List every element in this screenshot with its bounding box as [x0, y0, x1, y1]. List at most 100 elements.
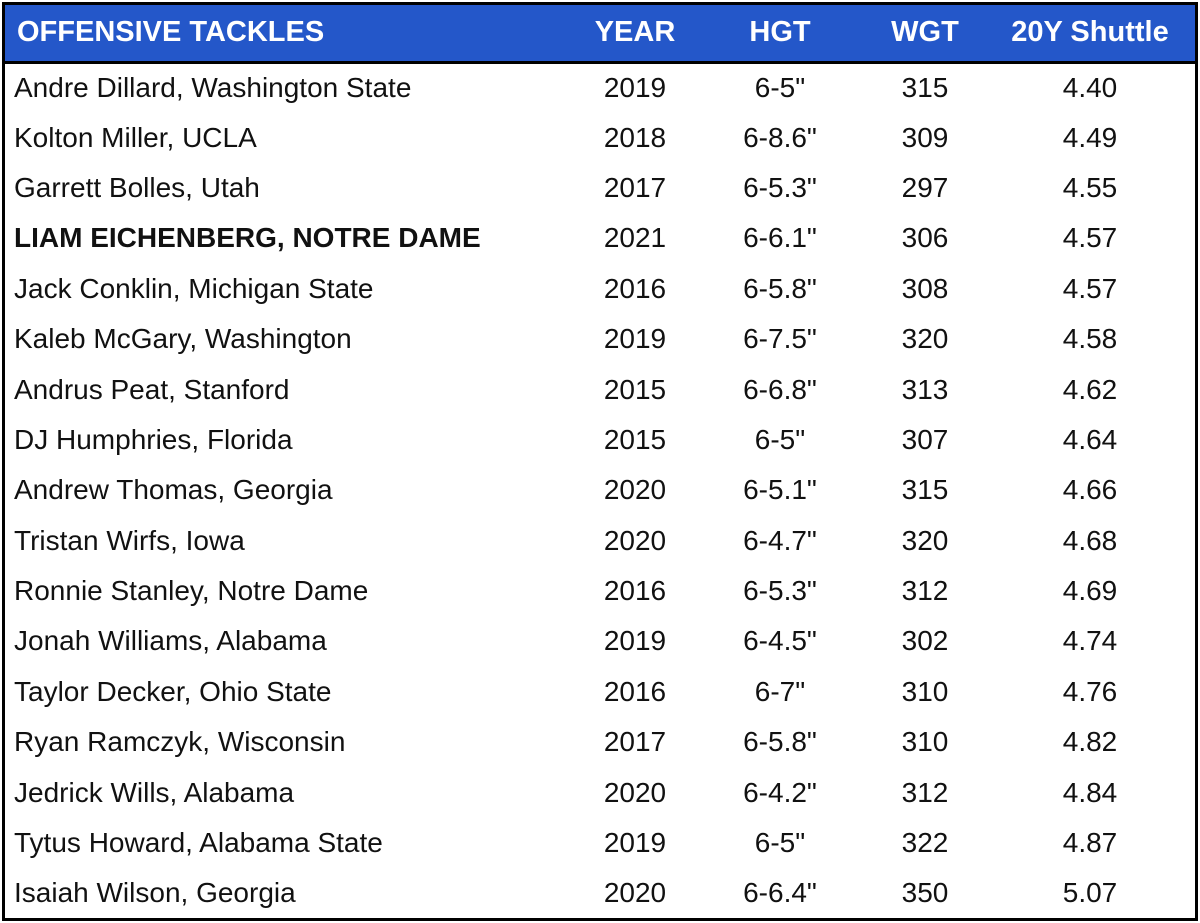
height-cell: 6-6.4"	[743, 877, 817, 909]
offensive-tackles-table: OFFENSIVE TACKLES YEAR HGT WGT 20Y Shutt…	[5, 5, 1195, 919]
table-row: Taylor Decker, Ohio State 2016 6-7" 310 4.76	[5, 667, 1195, 717]
table-row: DJ Humphries, Florida 2015 6-5" 307 4.64	[5, 415, 1195, 465]
shuttle-time-cell: 5.07	[1062, 877, 1118, 909]
table-row: Isaiah Wilson, Georgia 2020 6-6.4" 350 5.07	[5, 868, 1195, 918]
weight-cell: 297	[901, 171, 949, 203]
player-name-cell: Taylor Decker, Ohio State	[14, 675, 332, 707]
weight-cell: 350	[901, 877, 949, 909]
header-height: HGT	[695, 5, 865, 64]
shuttle-time-cell: 4.84	[1062, 776, 1118, 808]
table-row: Kaleb McGary, Washington 2019 6-7.5" 320 4.5…	[5, 314, 1195, 364]
year-cell: 2017	[603, 171, 667, 203]
shuttle-time-cell: 4.55	[1062, 171, 1118, 203]
table-row: Andrew Thomas, Georgia 2020 6-5.1" 315 4.66	[5, 465, 1195, 515]
height-cell: 6-5.8"	[743, 726, 817, 758]
year-cell: 2016	[603, 675, 667, 707]
weight-cell: 315	[901, 474, 949, 506]
year-cell: 2016	[603, 575, 667, 607]
height-cell: 6-5.8"	[743, 272, 817, 304]
year-cell: 2018	[603, 121, 667, 153]
player-name-cell: Andre Dillard, Washington State	[14, 71, 412, 103]
player-name-cell: Isaiah Wilson, Georgia	[14, 877, 296, 909]
shuttle-time-cell: 4.40	[1062, 71, 1118, 103]
height-cell: 6-5"	[754, 423, 806, 455]
year-cell: 2019	[603, 323, 667, 355]
header-shuttle: 20Y Shuttle	[985, 5, 1195, 64]
table-row: Tristan Wirfs, Iowa 2020 6-4.7" 320 4.68	[5, 516, 1195, 566]
shuttle-time-cell: 4.64	[1062, 423, 1118, 455]
weight-cell: 309	[901, 121, 949, 153]
shuttle-time-cell: 4.68	[1062, 524, 1118, 556]
year-cell: 2019	[603, 827, 667, 859]
weight-cell: 307	[901, 423, 949, 455]
table-row: Tytus Howard, Alabama State 2019 6-5" 322 4.…	[5, 818, 1195, 868]
player-name-cell: Kolton Miller, UCLA	[14, 121, 257, 153]
weight-cell: 308	[901, 272, 949, 304]
height-cell: 6-4.2"	[743, 776, 817, 808]
height-cell: 6-5"	[754, 827, 806, 859]
weight-cell: 320	[901, 524, 949, 556]
table-row: Andrus Peat, Stanford 2015 6-6.8" 313 4.62	[5, 364, 1195, 414]
player-name-cell: Andrus Peat, Stanford	[14, 373, 290, 405]
player-name-cell: Garrett Bolles, Utah	[14, 171, 260, 203]
year-cell: 2015	[603, 423, 667, 455]
table-row: Garrett Bolles, Utah 2017 6-5.3" 297 4.55	[5, 163, 1195, 213]
shuttle-time-cell: 4.74	[1062, 625, 1118, 657]
player-name-cell: Ryan Ramczyk, Wisconsin	[14, 726, 346, 758]
player-name-cell: LIAM EICHENBERG, NOTRE DAME	[14, 222, 481, 254]
weight-cell: 312	[901, 575, 949, 607]
table-row: Jack Conklin, Michigan State 2016 6-5.8" 30…	[5, 264, 1195, 314]
player-name-cell: Kaleb McGary, Washington	[14, 323, 352, 355]
weight-cell: 302	[901, 625, 949, 657]
year-cell: 2020	[603, 524, 667, 556]
height-cell: 6-7"	[754, 675, 806, 707]
player-name-cell: Jedrick Wills, Alabama	[14, 776, 295, 808]
weight-cell: 310	[901, 726, 949, 758]
shuttle-time-cell: 4.69	[1062, 575, 1118, 607]
weight-cell: 322	[901, 827, 949, 859]
year-cell: 2016	[603, 272, 667, 304]
year-cell: 2021	[603, 222, 667, 254]
year-cell: 2019	[603, 625, 667, 657]
shuttle-time-cell: 4.82	[1062, 726, 1118, 758]
height-cell: 6-5"	[754, 71, 806, 103]
header-year: YEAR	[575, 5, 695, 64]
shuttle-time-cell: 4.57	[1062, 222, 1118, 254]
year-cell: 2020	[603, 776, 667, 808]
year-cell: 2017	[603, 726, 667, 758]
player-name-cell: Andrew Thomas, Georgia	[14, 474, 333, 506]
weight-cell: 306	[901, 222, 949, 254]
shuttle-time-cell: 4.87	[1062, 827, 1118, 859]
height-cell: 6-8.6"	[743, 121, 817, 153]
player-name-cell: Tristan Wirfs, Iowa	[14, 524, 245, 556]
year-cell: 2019	[603, 71, 667, 103]
player-name-cell: Tytus Howard, Alabama State	[14, 827, 383, 859]
shuttle-time-cell: 4.76	[1062, 675, 1118, 707]
table-row: Ronnie Stanley, Notre Dame 2016 6-5.3" 312 4…	[5, 566, 1195, 616]
table-row: LIAM EICHENBERG, NOTRE DAME 2021 6-6.1" 306…	[5, 213, 1195, 263]
shuttle-time-cell: 4.49	[1062, 121, 1118, 153]
height-cell: 6-5.1"	[743, 474, 817, 506]
header-position: OFFENSIVE TACKLES	[5, 5, 575, 64]
height-cell: 6-4.7"	[743, 524, 817, 556]
table-row: Kolton Miller, UCLA 2018 6-8.6" 309 4.49	[5, 112, 1195, 162]
height-cell: 6-7.5"	[743, 323, 817, 355]
height-cell: 6-5.3"	[743, 575, 817, 607]
year-cell: 2015	[603, 373, 667, 405]
year-cell: 2020	[603, 877, 667, 909]
table-row: Andre Dillard, Washington State 2019 6-5" 3…	[5, 62, 1195, 112]
player-name-cell: Jack Conklin, Michigan State	[14, 272, 374, 304]
weight-cell: 315	[901, 71, 949, 103]
table-body: Andre Dillard, Washington State 2019 6-5" 3…	[5, 62, 1195, 919]
weight-cell: 313	[901, 373, 949, 405]
shuttle-time-cell: 4.62	[1062, 373, 1118, 405]
height-cell: 6-5.3"	[743, 171, 817, 203]
table-row: Ryan Ramczyk, Wisconsin 2017 6-5.8" 310 4.82	[5, 717, 1195, 767]
shuttle-time-cell: 4.58	[1062, 323, 1118, 355]
table-row: Jonah Williams, Alabama 2019 6-4.5" 302 4.74	[5, 616, 1195, 666]
shuttle-time-cell: 4.66	[1062, 474, 1118, 506]
height-cell: 6-6.8"	[743, 373, 817, 405]
weight-cell: 312	[901, 776, 949, 808]
weight-cell: 310	[901, 675, 949, 707]
